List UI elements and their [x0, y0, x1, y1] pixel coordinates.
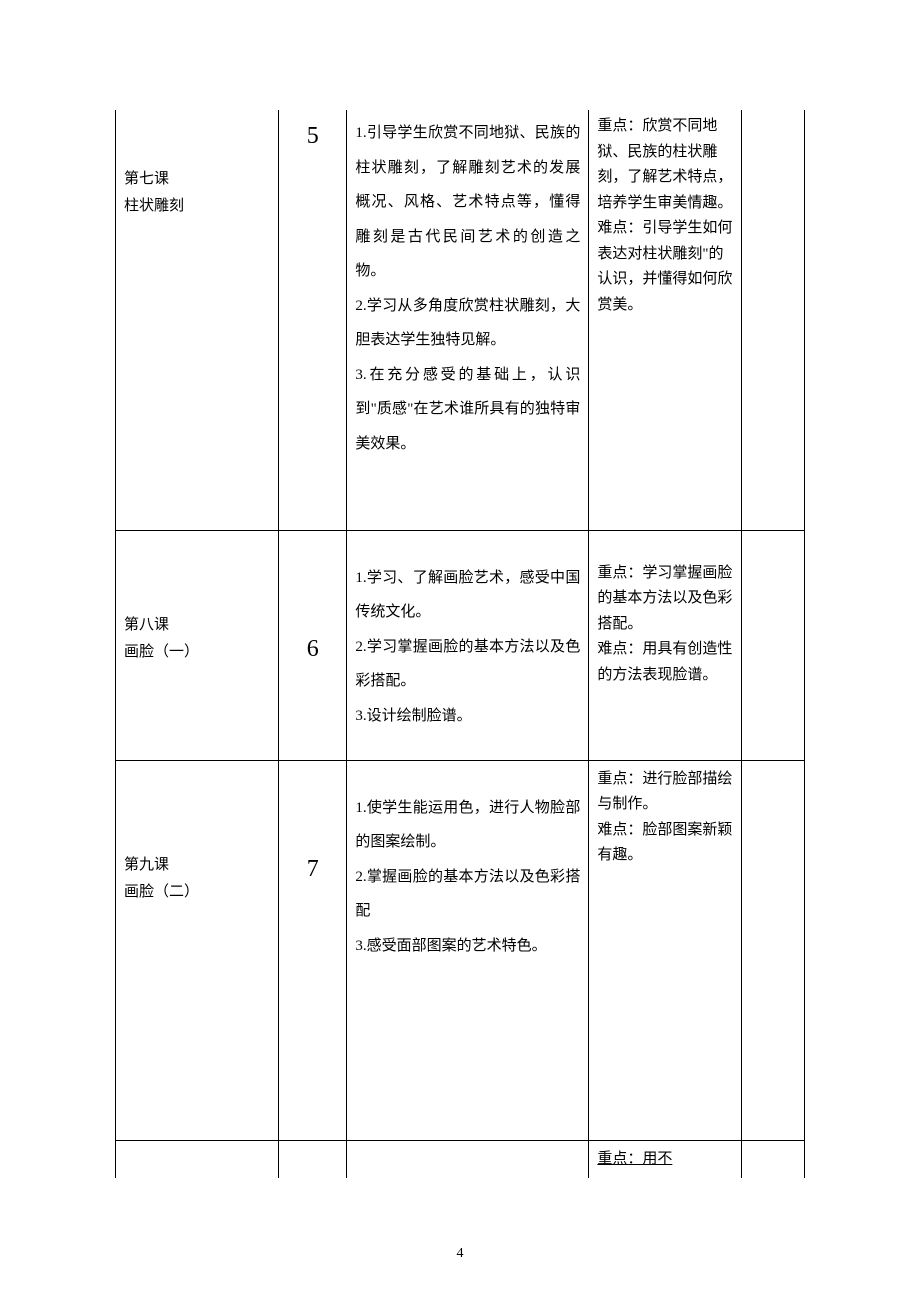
lesson-empty-cell — [741, 110, 804, 530]
lesson-plan-table: 第七课柱状雕刻 5 1.引导学生欣赏不同地狱、民族的柱状雕刻，了解雕刻艺术的发展… — [115, 110, 805, 1178]
lesson-content-cell: 1.引导学生欣赏不同地狱、民族的柱状雕刻，了解雕刻艺术的发展概况、风格、艺术特点… — [347, 110, 589, 530]
table-row: 第八课画脸（一） 6 1.学习、了解画脸艺术，感受中国传统文化。2.学习掌握画脸… — [116, 530, 805, 760]
lesson-empty-cell — [741, 760, 804, 1140]
lesson-content-cell: 1.使学生能运用色，进行人物脸部的图案绘制。2.掌握画脸的基本方法以及色彩搭配3… — [347, 760, 589, 1140]
page-number: 4 — [457, 1246, 464, 1262]
lesson-number-cell: 7 — [279, 760, 347, 1140]
lesson-number-cell: 6 — [279, 530, 347, 760]
lesson-content: 1.使学生能运用色，进行人物脸部的图案绘制。2.掌握画脸的基本方法以及色彩搭配3… — [355, 791, 580, 964]
lesson-number-cell — [279, 1140, 347, 1178]
lesson-content-cell — [347, 1140, 589, 1178]
lesson-keypoint-cell: 重点：学习掌握画脸的基本方法以及色彩搭配。难点：用具有创造性的方法表现脸谱。 — [589, 530, 742, 760]
lesson-keypoint: 重点：欣赏不同地狱、民族的柱状雕刻，了解艺术特点，培养学生审美情趣。难点：引导学… — [597, 114, 733, 318]
lesson-title: 第九课画脸（二） — [124, 767, 270, 906]
table-row: 重点：用不 — [116, 1140, 805, 1178]
lesson-title: 第八课画脸（一） — [124, 537, 270, 666]
lesson-number: 6 — [307, 636, 319, 662]
lesson-title-cell: 第九课画脸（二） — [116, 760, 279, 1140]
lesson-content: 1.引导学生欣赏不同地狱、民族的柱状雕刻，了解雕刻艺术的发展概况、风格、艺术特点… — [355, 116, 580, 461]
lesson-empty-cell — [741, 530, 804, 760]
lesson-content: 1.学习、了解画脸艺术，感受中国传统文化。2.学习掌握画脸的基本方法以及色彩搭配… — [355, 561, 580, 734]
lesson-empty-cell — [741, 1140, 804, 1178]
lesson-number-cell: 5 — [279, 110, 347, 530]
lesson-content-cell: 1.学习、了解画脸艺术，感受中国传统文化。2.学习掌握画脸的基本方法以及色彩搭配… — [347, 530, 589, 760]
lesson-keypoint: 重点：进行脸部描绘与制作。难点：脸部图案新颖有趣。 — [597, 767, 733, 869]
lesson-title-cell: 第八课画脸（一） — [116, 530, 279, 760]
lesson-keypoint: 重点：学习掌握画脸的基本方法以及色彩搭配。难点：用具有创造性的方法表现脸谱。 — [597, 561, 733, 689]
lesson-title-cell — [116, 1140, 279, 1178]
lesson-number: 7 — [307, 856, 319, 882]
lesson-keypoint-cell: 重点：用不 — [589, 1140, 742, 1178]
lesson-keypoint: 重点：用不 — [597, 1151, 672, 1167]
lesson-title-cell: 第七课柱状雕刻 — [116, 110, 279, 530]
table-row: 第九课画脸（二） 7 1.使学生能运用色，进行人物脸部的图案绘制。2.掌握画脸的… — [116, 760, 805, 1140]
lesson-title: 第七课柱状雕刻 — [124, 116, 270, 220]
lesson-keypoint-cell: 重点：进行脸部描绘与制作。难点：脸部图案新颖有趣。 — [589, 760, 742, 1140]
lesson-number: 5 — [307, 123, 319, 149]
lesson-keypoint-cell: 重点：欣赏不同地狱、民族的柱状雕刻，了解艺术特点，培养学生审美情趣。难点：引导学… — [589, 110, 742, 530]
table-row: 第七课柱状雕刻 5 1.引导学生欣赏不同地狱、民族的柱状雕刻，了解雕刻艺术的发展… — [116, 110, 805, 530]
